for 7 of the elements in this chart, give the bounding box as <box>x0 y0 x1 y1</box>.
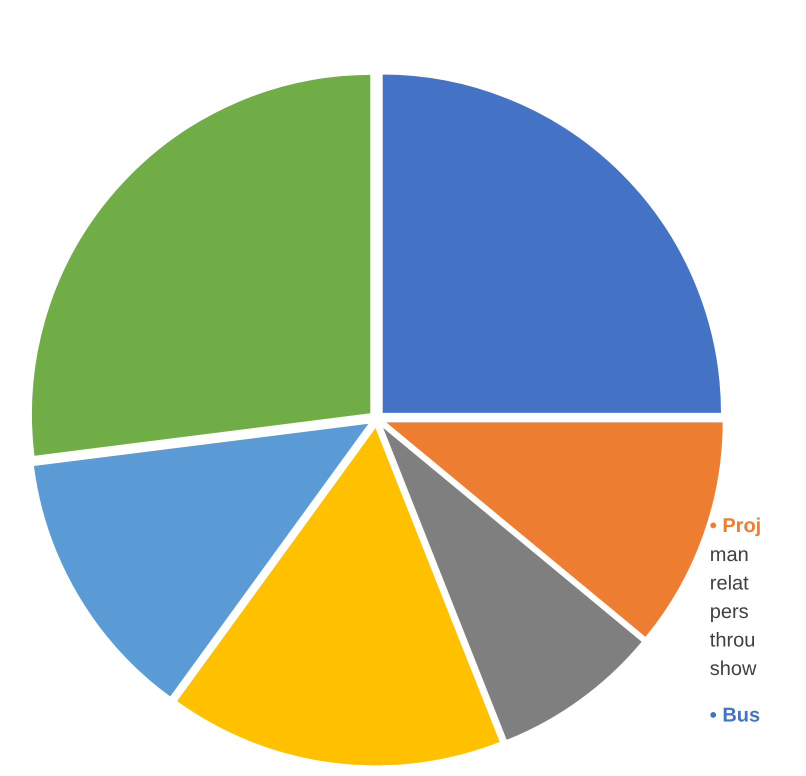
text: • Proj <box>710 515 762 538</box>
text: relat <box>710 572 750 594</box>
text: throu <box>710 630 756 652</box>
text: show <box>710 658 758 680</box>
text: • Bus <box>710 704 760 727</box>
text: man <box>710 544 749 566</box>
text: pers <box>710 601 749 623</box>
